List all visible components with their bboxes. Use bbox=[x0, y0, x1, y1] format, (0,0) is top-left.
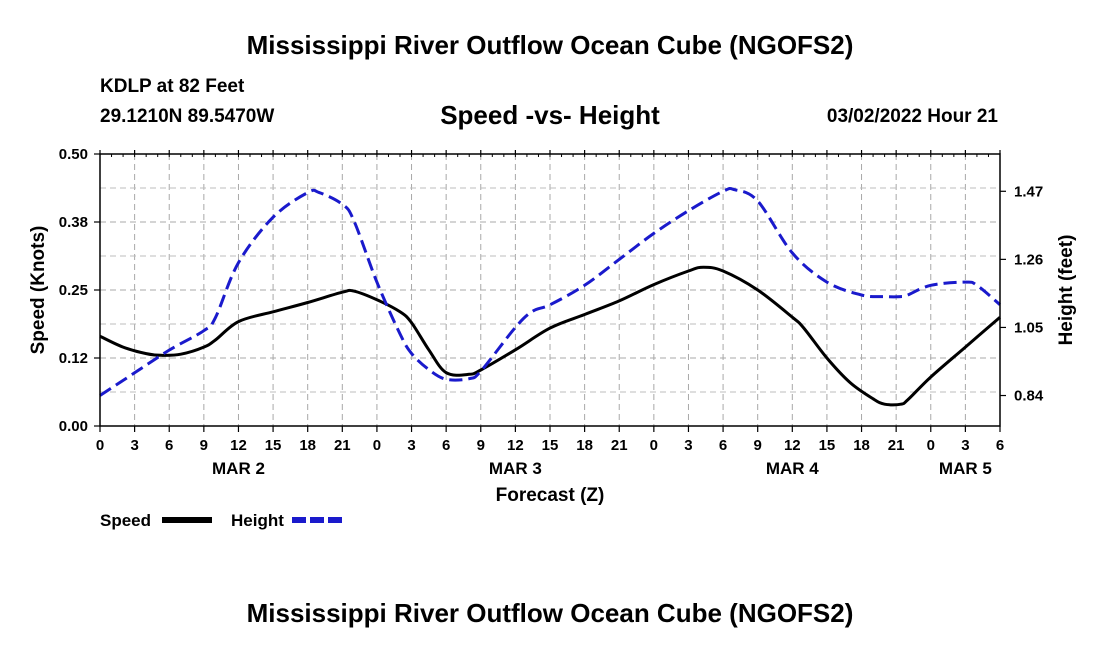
axes bbox=[94, 150, 1006, 432]
legend-label-speed: Speed bbox=[100, 511, 151, 530]
x-tick-label: 9 bbox=[754, 437, 762, 454]
x-tick-label: 3 bbox=[130, 437, 138, 454]
x-day-label: MAR 3 bbox=[489, 459, 542, 478]
x-tick-label: 15 bbox=[819, 437, 836, 454]
legend-label-height: Height bbox=[231, 511, 284, 530]
y-tick-label: 0.50 bbox=[59, 146, 88, 163]
x-tick-label: 6 bbox=[442, 437, 450, 454]
x-tick-label: 0 bbox=[96, 437, 104, 454]
x-tick-label: 0 bbox=[373, 437, 381, 454]
series-layer bbox=[99, 187, 1001, 407]
y2-tick-label: 1.26 bbox=[1014, 251, 1043, 268]
y2-axis-title: Height (feet) bbox=[1056, 235, 1077, 346]
series-line-speed bbox=[99, 265, 1001, 407]
x-tick-label: 3 bbox=[961, 437, 969, 454]
x-tick-label: 9 bbox=[200, 437, 208, 454]
x-tick-label: 9 bbox=[477, 437, 485, 454]
y2-tick-label: 1.05 bbox=[1014, 319, 1043, 336]
y-tick-label: 0.12 bbox=[59, 350, 88, 367]
x-tick-label: 0 bbox=[927, 437, 935, 454]
x-tick-label: 15 bbox=[542, 437, 559, 454]
x-day-label: MAR 4 bbox=[766, 459, 819, 478]
x-tick-label: 21 bbox=[611, 437, 628, 454]
x-tick-label: 18 bbox=[299, 437, 316, 454]
axis-labels: 0 3 6 9 12 15 18 21 0 3 6 9 12 15 18 21 0 3 6 9 12 15 18 21 0 3 6 0… bbox=[28, 146, 1077, 506]
y-axis-title: Speed (Knots) bbox=[28, 226, 49, 355]
x-tick-label: 6 bbox=[996, 437, 1004, 454]
series-line-height bbox=[99, 187, 1001, 397]
x-tick-label: 15 bbox=[265, 437, 282, 454]
x-tick-label: 18 bbox=[576, 437, 593, 454]
x-tick-label: 6 bbox=[719, 437, 727, 454]
x-axis-title: Forecast (Z) bbox=[496, 485, 605, 506]
station-coordinates: 29.1210N 89.5470W bbox=[100, 106, 275, 127]
x-tick-label: 3 bbox=[684, 437, 692, 454]
main-title: Mississippi River Outflow Ocean Cube (NG… bbox=[246, 30, 854, 60]
chart-subtitle: Speed -vs- Height bbox=[440, 100, 660, 130]
x-day-label: MAR 2 bbox=[212, 459, 265, 478]
x-tick-label: 12 bbox=[507, 437, 524, 454]
x-tick-label: 12 bbox=[784, 437, 801, 454]
x-tick-label: 0 bbox=[650, 437, 658, 454]
x-tick-label: 21 bbox=[334, 437, 351, 454]
y-tick-label: 0.00 bbox=[59, 418, 88, 435]
legend: Speed Height bbox=[100, 511, 342, 530]
footer-title: Mississippi River Outflow Ocean Cube (NG… bbox=[246, 598, 854, 628]
x-tick-label: 3 bbox=[407, 437, 415, 454]
x-tick-label: 6 bbox=[165, 437, 173, 454]
x-tick-label: 21 bbox=[888, 437, 905, 454]
y2-tick-label: 1.47 bbox=[1014, 183, 1043, 200]
y-tick-label: 0.38 bbox=[59, 214, 88, 231]
x-day-label: MAR 5 bbox=[939, 459, 992, 478]
grid bbox=[100, 154, 1000, 426]
y2-tick-label: 0.84 bbox=[1014, 388, 1044, 405]
x-tick-label: 18 bbox=[853, 437, 870, 454]
y-tick-label: 0.25 bbox=[59, 282, 88, 299]
forecast-datetime: 03/02/2022 Hour 21 bbox=[826, 106, 998, 127]
station-label: KDLP at 82 Feet bbox=[100, 76, 245, 97]
x-tick-label: 12 bbox=[230, 437, 247, 454]
